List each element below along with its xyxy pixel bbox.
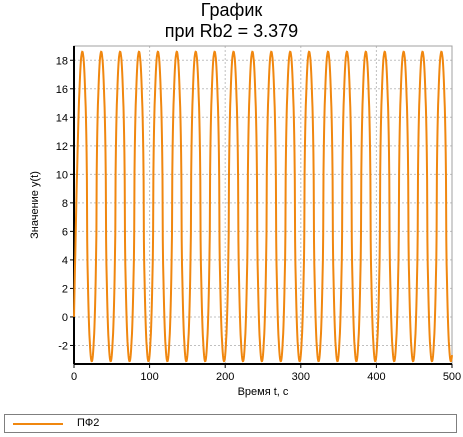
x-tick-label: 400 <box>367 371 385 383</box>
series-layer <box>73 50 453 363</box>
tick-labels: -2 0 2 4 6 8 10 12 14 16 18 0 100 200 300 400 500 <box>56 55 461 383</box>
x-tick-label: 200 <box>216 371 234 383</box>
y-tick-label: 18 <box>56 55 68 67</box>
x-tick-label: 0 <box>71 371 77 383</box>
y-tick-label: 6 <box>62 226 68 238</box>
y-tick-label: 12 <box>56 141 68 153</box>
x-tick-label: 500 <box>443 371 461 383</box>
y-axis-title: Значение y(t) <box>29 171 41 239</box>
legend: ПФ2 <box>4 414 457 433</box>
x-tick-label: 100 <box>140 371 158 383</box>
chart-title: График при Rb2 = 3.379 <box>0 0 463 42</box>
y-tick-label: -2 <box>58 340 68 352</box>
y-tick-label: 16 <box>56 84 68 96</box>
x-tick-label: 300 <box>292 371 310 383</box>
y-tick-label: 14 <box>56 112 68 124</box>
series-line <box>73 50 453 363</box>
y-tick-label: 4 <box>62 255 68 267</box>
y-tick-label: 8 <box>62 198 68 210</box>
x-axis-title: Время t, c <box>238 386 289 398</box>
legend-label: ПФ2 <box>77 417 100 429</box>
y-tick-label: 0 <box>62 312 68 324</box>
y-tick-label: 10 <box>56 169 68 181</box>
grid-lines <box>73 46 453 364</box>
y-tick-label: 2 <box>62 283 68 295</box>
chart-title-text: График <box>200 0 263 20</box>
legend-swatch <box>13 423 63 425</box>
chart-subtitle-text: при Rb2 = 3.379 <box>164 21 299 41</box>
plot-frame <box>73 45 453 365</box>
